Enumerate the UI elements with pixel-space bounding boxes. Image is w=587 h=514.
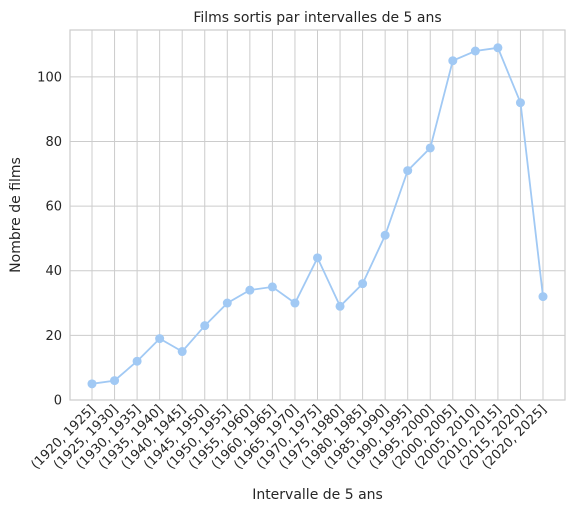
data-point <box>290 298 300 308</box>
y-tick-label: 20 <box>45 329 62 344</box>
data-point <box>222 298 232 308</box>
y-tick-label: 60 <box>45 200 62 215</box>
data-point <box>177 347 187 357</box>
data-point <box>155 334 165 344</box>
data-point <box>380 230 390 240</box>
chart-title: Films sortis par intervalles de 5 ans <box>193 10 441 26</box>
y-tick-label: 100 <box>37 70 62 85</box>
data-point <box>425 143 435 153</box>
data-point <box>245 285 255 295</box>
data-point <box>448 56 458 66</box>
data-point <box>358 279 368 289</box>
y-tick-label: 40 <box>45 264 62 279</box>
data-point <box>493 43 503 53</box>
y-tick-labels: 0 20 40 60 80 100 <box>37 70 62 408</box>
data-point <box>515 98 525 108</box>
data-point <box>132 356 142 366</box>
y-tick-label: 80 <box>45 135 62 150</box>
data-point <box>267 282 277 292</box>
data-point <box>313 253 322 263</box>
x-axis-label: Intervalle de 5 ans <box>252 487 383 503</box>
x-tick-labels: (1920, 1925](1925, 1930](1930, 1935](193… <box>28 402 549 472</box>
data-point <box>87 379 97 389</box>
data-point <box>110 376 120 386</box>
data-point <box>470 46 480 56</box>
series-layer <box>87 43 548 389</box>
data-point <box>538 292 548 302</box>
y-tick-label: 0 <box>54 394 62 409</box>
data-point <box>335 301 345 311</box>
grid-lines <box>70 30 565 401</box>
data-point <box>200 321 210 331</box>
y-axis-label: Nombre de films <box>8 157 24 273</box>
data-point <box>403 166 413 176</box>
plot-frame <box>69 29 566 401</box>
